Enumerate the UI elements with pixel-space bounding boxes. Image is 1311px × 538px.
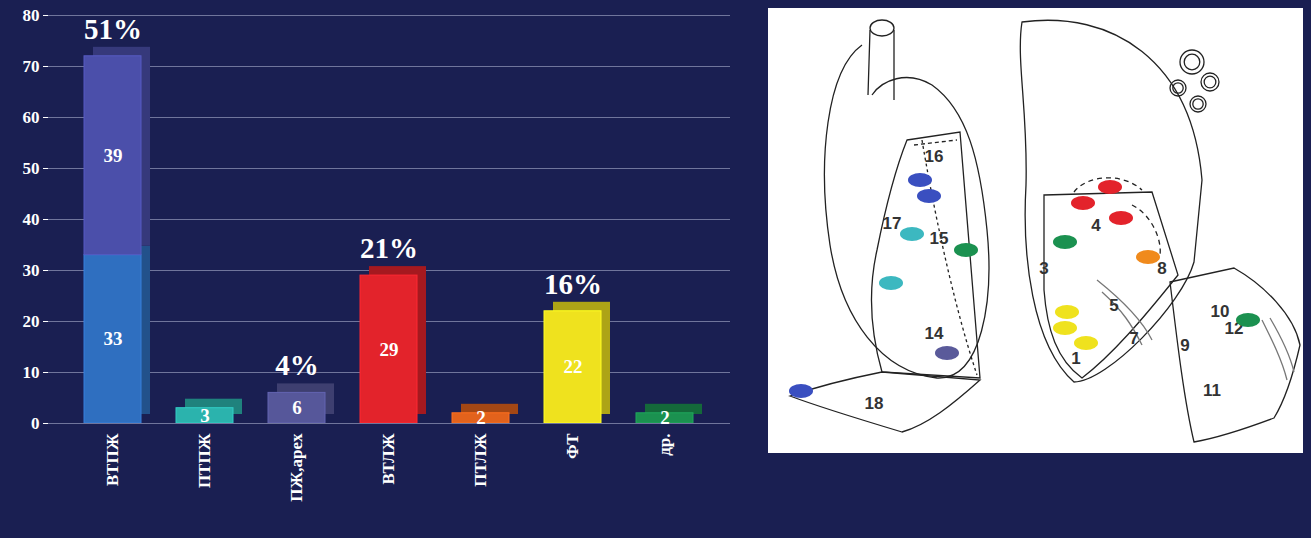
svg-text:10: 10: [1210, 302, 1230, 322]
svg-text:21%: 21%: [360, 232, 418, 264]
svg-text:8: 8: [1157, 259, 1166, 278]
svg-text:12: 12: [1224, 319, 1244, 339]
svg-text:ВТЛЖ: ВТЛЖ: [379, 433, 398, 484]
svg-text:4: 4: [1091, 216, 1101, 235]
svg-text:16%: 16%: [544, 268, 602, 300]
svg-text:16: 16: [925, 147, 944, 166]
svg-text:20: 20: [23, 312, 40, 331]
svg-text:11: 11: [1203, 381, 1221, 400]
svg-text:7: 7: [1129, 329, 1138, 348]
svg-text:3: 3: [1039, 259, 1048, 278]
svg-text:40: 40: [23, 210, 40, 229]
svg-text:15: 15: [930, 229, 949, 248]
svg-text:80: 80: [23, 6, 40, 25]
svg-text:0: 0: [31, 414, 40, 433]
svg-text:6: 6: [292, 397, 302, 418]
svg-text:др.: др.: [655, 434, 674, 456]
svg-text:17: 17: [883, 214, 902, 233]
svg-text:ПТЛЖ: ПТЛЖ: [471, 433, 490, 486]
svg-text:30: 30: [23, 261, 40, 280]
svg-text:ПЖ,apex: ПЖ,apex: [287, 433, 306, 502]
svg-text:50: 50: [23, 159, 40, 178]
svg-text:51%: 51%: [84, 13, 142, 45]
svg-text:2: 2: [476, 407, 486, 428]
svg-text:4%: 4%: [275, 349, 319, 381]
svg-text:ПТПЖ: ПТПЖ: [195, 433, 214, 488]
svg-text:70: 70: [23, 57, 40, 76]
svg-text:2: 2: [660, 407, 670, 428]
svg-text:18: 18: [865, 394, 884, 413]
svg-text:39: 39: [104, 145, 123, 166]
svg-text:1: 1: [1071, 349, 1080, 368]
svg-text:14: 14: [925, 324, 944, 343]
svg-text:ФТ: ФТ: [563, 433, 582, 459]
svg-text:ВТПЖ: ВТПЖ: [103, 433, 122, 486]
svg-text:5: 5: [1109, 296, 1118, 315]
svg-text:60: 60: [23, 108, 40, 127]
svg-text:3: 3: [200, 405, 210, 426]
svg-text:22: 22: [564, 356, 583, 377]
svg-text:33: 33: [104, 328, 123, 349]
svg-text:10: 10: [23, 363, 40, 382]
svg-text:9: 9: [1180, 336, 1189, 355]
svg-text:29: 29: [380, 339, 399, 360]
